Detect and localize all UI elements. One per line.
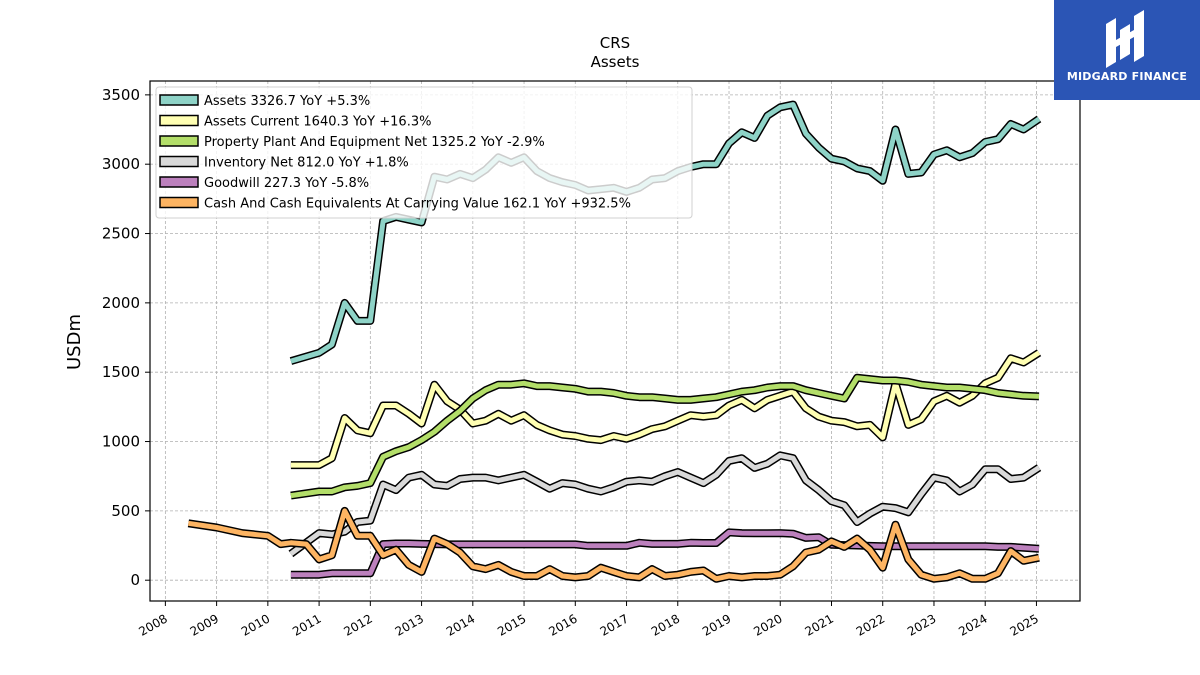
x-tick-label: 2016 bbox=[546, 611, 579, 638]
x-tick-label: 2013 bbox=[393, 611, 426, 638]
series-line-2 bbox=[290, 375, 1040, 499]
y-tick-label: 1500 bbox=[102, 363, 140, 381]
x-tick-label: 2018 bbox=[649, 611, 682, 638]
series-line-5 bbox=[188, 508, 1040, 582]
legend-label: Assets 3326.7 YoY +5.3% bbox=[204, 94, 370, 109]
legend: Assets 3326.7 YoY +5.3% Assets Current 16… bbox=[155, 86, 693, 219]
legend-swatch bbox=[159, 135, 199, 147]
plot-frame bbox=[149, 80, 1081, 602]
x-tick-label: 2019 bbox=[700, 611, 733, 638]
legend-label: Property Plant And Equipment Net 1325.2 … bbox=[204, 135, 545, 150]
x-tick-label: 2020 bbox=[751, 611, 784, 638]
legend-swatch bbox=[159, 196, 199, 209]
legend-label: Inventory Net 812.0 YoY +1.8% bbox=[204, 156, 409, 171]
chart-subtitle: Assets bbox=[591, 53, 640, 71]
legend-label: Assets Current 1640.3 YoY +16.3% bbox=[204, 115, 431, 130]
y-axis-label: USDm bbox=[64, 314, 85, 370]
brand-logo: MIDGARD FINANCE bbox=[1054, 0, 1200, 100]
series-line-outline-3 bbox=[288, 451, 1042, 558]
x-tick-label: 2023 bbox=[905, 611, 938, 638]
x-tick-label: 2010 bbox=[239, 611, 272, 638]
y-tick-label: 2500 bbox=[102, 225, 140, 243]
y-tick-label: 2000 bbox=[102, 294, 140, 312]
legend-swatch bbox=[159, 94, 199, 106]
x-tick-label: 2022 bbox=[854, 611, 887, 638]
x-tick-label: 2011 bbox=[290, 611, 323, 638]
legend-swatch bbox=[159, 176, 199, 188]
y-tick-label: 1000 bbox=[102, 433, 140, 451]
legend-label: Cash And Cash Equivalents At Carrying Va… bbox=[204, 197, 631, 212]
legend-label: Goodwill 227.3 YoY -5.8% bbox=[204, 176, 369, 191]
brand-name: MIDGARD FINANCE bbox=[1066, 70, 1188, 83]
series-line-4 bbox=[290, 529, 1040, 578]
x-tick-label: 2014 bbox=[444, 611, 477, 638]
x-tick-label: 2021 bbox=[803, 611, 836, 638]
x-tick-label: 2017 bbox=[598, 611, 631, 638]
x-tick-label: 2012 bbox=[341, 611, 374, 638]
series-line-1 bbox=[290, 350, 1041, 468]
chart-title: CRS bbox=[600, 34, 630, 52]
x-tick-label: 2008 bbox=[136, 611, 169, 638]
x-tick-label: 2015 bbox=[495, 611, 528, 638]
x-tick-label: 2025 bbox=[1007, 611, 1040, 638]
brand-mark-icon bbox=[1106, 10, 1144, 68]
legend-swatch bbox=[159, 155, 199, 168]
legend-swatch bbox=[159, 114, 199, 127]
y-tick-label: 0 bbox=[130, 571, 140, 589]
y-tick-label: 3000 bbox=[102, 155, 140, 173]
x-tick-label: 2009 bbox=[188, 611, 221, 638]
x-tick-label: 2024 bbox=[956, 611, 989, 638]
y-tick-label: 500 bbox=[111, 502, 140, 520]
y-tick-label: 3500 bbox=[102, 86, 140, 104]
legend-box bbox=[155, 86, 693, 219]
series-line-3 bbox=[289, 452, 1041, 556]
